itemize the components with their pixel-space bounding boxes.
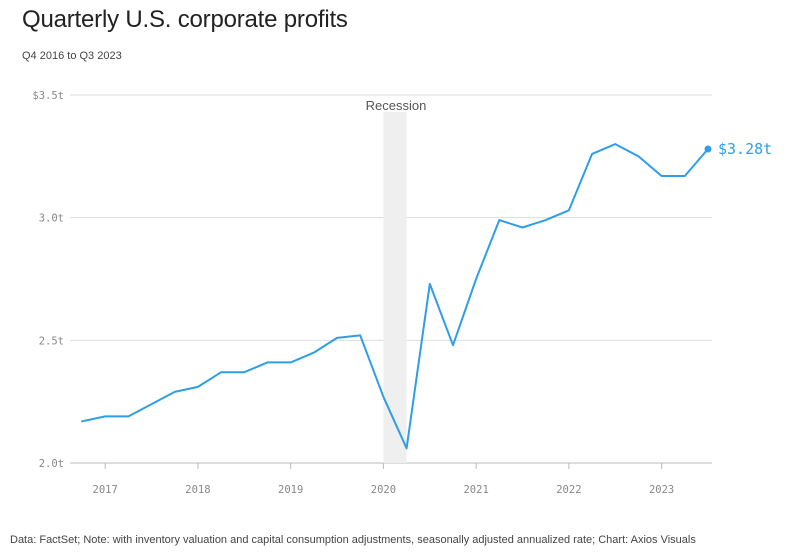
- y-tick-label: 2.0t: [39, 458, 64, 470]
- recession-label: Recession: [366, 98, 427, 113]
- y-tick-label: $3.5t: [32, 90, 64, 102]
- x-tick-label: 2017: [93, 484, 118, 496]
- end-value-label: $3.28t: [718, 140, 772, 158]
- x-tick-label: 2022: [556, 484, 581, 496]
- series-layer: $3.28t: [81, 140, 772, 450]
- recession-band: [383, 112, 407, 463]
- x-tick-label: 2023: [649, 484, 674, 496]
- axis-layer: 2.0t 2.5t 3.0t $3.5t 2017 2018 2019 2020 2021 202…: [32, 90, 674, 496]
- chart-title: Quarterly U.S. corporate profits: [22, 6, 348, 33]
- end-point-marker: [704, 145, 712, 153]
- x-tick-label: 2021: [463, 484, 488, 496]
- chart-subtitle: Q4 2016 to Q3 2023: [22, 50, 122, 62]
- x-tick-label: 2018: [185, 484, 210, 496]
- source-note: Data: FactSet; Note: with inventory valu…: [10, 534, 696, 546]
- series-line-corporate-profits: [81, 143, 709, 450]
- y-tick-label: 3.0t: [39, 213, 64, 225]
- x-tick-label: 2020: [371, 484, 396, 496]
- recession-band-layer: Recession: [366, 98, 427, 463]
- x-tick-label: 2019: [278, 484, 303, 496]
- y-tick-label: 2.5t: [39, 335, 64, 347]
